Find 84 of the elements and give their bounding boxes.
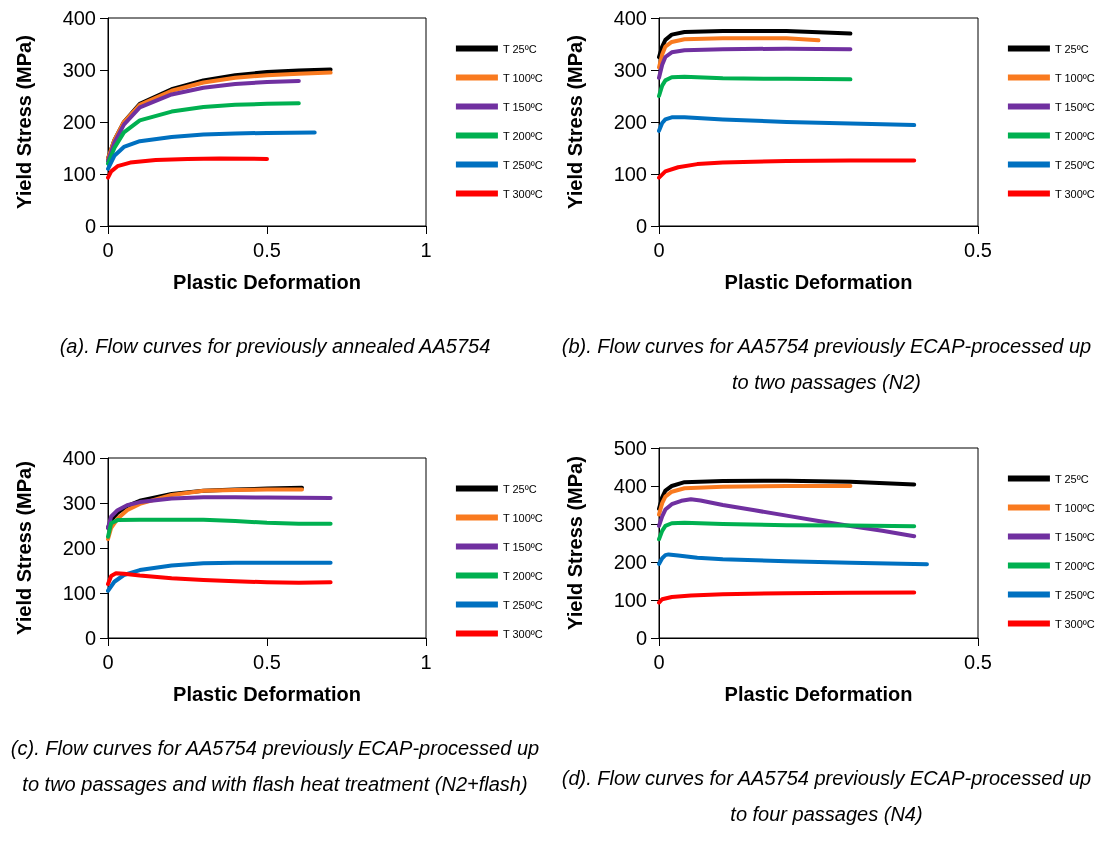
text: (a). Flow curves for previously annealed AA5754	[58, 334, 492, 359]
line-series	[106, 101, 301, 166]
x-tick-label: 0.5	[253, 651, 281, 673]
x-axis-title: Plastic Deformation	[724, 271, 913, 293]
line-series	[657, 158, 917, 180]
x-tick-label: 0.5	[253, 239, 281, 261]
line-series	[657, 552, 929, 567]
y-tick-label: 300	[613, 59, 647, 81]
legend-label: T 250ºC	[1054, 158, 1095, 171]
x-tick-label: 0.5	[964, 651, 992, 673]
y-tick-label: 200	[62, 111, 96, 133]
y-tick-label: 400	[62, 7, 96, 29]
y-tick-label: 200	[613, 111, 647, 133]
line-series	[106, 571, 333, 586]
x-tick-label: 0	[102, 651, 114, 673]
legend-label: T 200ºC	[1054, 559, 1095, 572]
legend-label: T 25ºC	[1054, 472, 1089, 485]
legend-label: T 150ºC	[1054, 100, 1095, 113]
legend-label: T 100ºC	[502, 511, 543, 524]
y-tick-label: 200	[62, 537, 96, 559]
line-series	[657, 46, 853, 80]
y-tick-label: 0	[635, 627, 647, 649]
x-tick-label: 0	[653, 651, 665, 673]
y-tick-label: 100	[62, 582, 96, 604]
legend-label: T 100ºC	[502, 71, 543, 84]
legend-label: T 150ºC	[1054, 530, 1095, 543]
line-series	[106, 130, 317, 171]
y-tick-label: 500	[613, 437, 647, 459]
x-tick-label: 1	[420, 239, 432, 261]
text: (b). Flow curves for AA5754 previously ECAP-processed up to two passages (N2)	[560, 334, 1093, 395]
line-series	[106, 560, 333, 593]
legend-label: T 300ºC	[1054, 187, 1095, 200]
y-tick-label: 300	[62, 492, 96, 514]
line-series	[657, 115, 917, 133]
y-tick-label: 100	[613, 163, 647, 185]
legend-label: T 250ºC	[502, 158, 543, 171]
line-series	[657, 484, 853, 517]
legend-label: T 150ºC	[502, 100, 543, 113]
x-tick-label: 1	[420, 651, 432, 673]
y-tick-label: 400	[613, 7, 647, 29]
y-tick-label: 100	[613, 589, 647, 611]
line-series	[106, 156, 269, 180]
y-axis-title: Yield Stress (MPa)	[564, 456, 586, 630]
y-tick-label: 0	[84, 627, 96, 649]
x-tick-label: 0	[653, 239, 665, 261]
y-axis-title: Yield Stress (MPa)	[13, 35, 35, 209]
y-tick-label: 0	[84, 215, 96, 237]
legend-label: T 200ºC	[502, 569, 543, 582]
y-tick-label: 400	[62, 447, 96, 469]
y-axis-title: Yield Stress (MPa)	[564, 35, 586, 209]
y-tick-label: 300	[613, 513, 647, 535]
line-series	[657, 36, 821, 70]
legend-label: T 300ºC	[502, 187, 543, 200]
line-series	[106, 495, 333, 530]
line-series	[657, 74, 853, 98]
y-tick-label: 0	[635, 215, 647, 237]
line-series	[106, 517, 333, 539]
legend-label: T 150ºC	[502, 540, 543, 553]
y-axis-title: Yield Stress (MPa)	[13, 461, 35, 635]
legend-label: T 250ºC	[1054, 588, 1095, 601]
y-tick-label: 200	[613, 551, 647, 573]
y-tick-label: 300	[62, 59, 96, 81]
line-series	[657, 520, 917, 542]
x-axis-title: Plastic Deformation	[173, 683, 361, 705]
text: (c). Flow curves for AA5754 previously ECAP-processed up to two passages and with flash heat treatment (N2+flash)	[9, 736, 541, 797]
line-series	[657, 590, 917, 605]
y-tick-label: 400	[613, 475, 647, 497]
legend-label: T 300ºC	[502, 627, 543, 640]
legend-label: T 100ºC	[1054, 501, 1095, 514]
legend-label: T 200ºC	[1054, 129, 1095, 142]
legend-label: T 25ºC	[502, 482, 537, 495]
legend-label: T 100ºC	[1054, 71, 1095, 84]
legend-label: T 200ºC	[502, 129, 543, 142]
x-tick-label: 0	[102, 239, 114, 261]
text: (d). Flow curves for AA5754 previously ECAP-processed up to four passages (N4)	[560, 766, 1093, 827]
line-series	[106, 78, 301, 163]
legend-label: T 300ºC	[1054, 617, 1095, 630]
y-tick-label: 100	[62, 163, 96, 185]
legend-label: T 25ºC	[502, 42, 537, 55]
x-tick-label: 0.5	[964, 239, 992, 261]
x-axis-title: Plastic Deformation	[724, 683, 913, 705]
legend-label: T 250ºC	[502, 598, 543, 611]
x-axis-title: Plastic Deformation	[173, 271, 361, 293]
legend-label: T 25ºC	[1054, 42, 1089, 55]
